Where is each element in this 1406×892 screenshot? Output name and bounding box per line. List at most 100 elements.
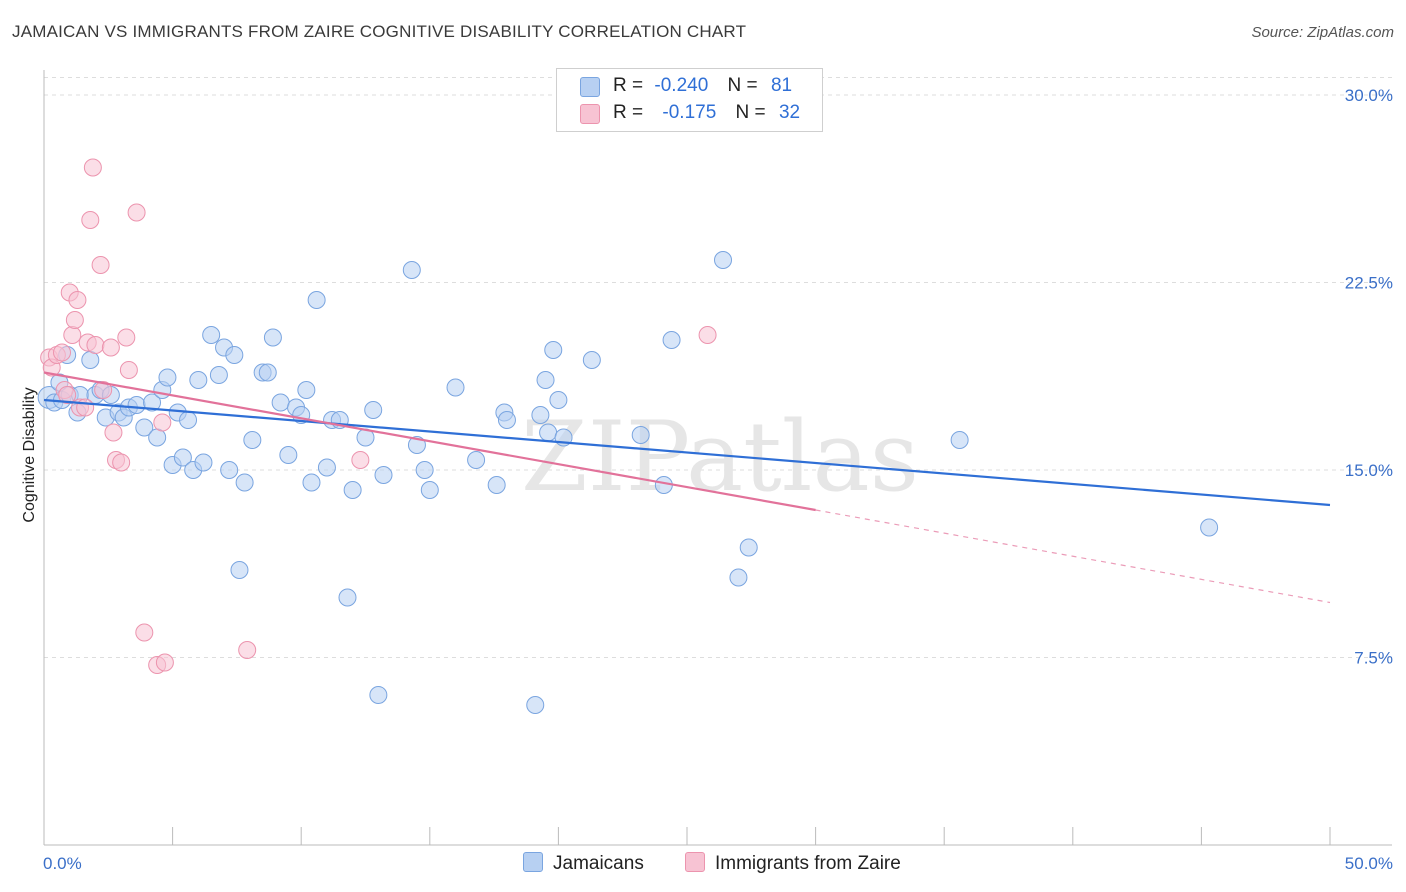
jamaican-point [225, 346, 244, 364]
trend-lines [43, 371, 1331, 604]
legend-n-label: N = [727, 75, 758, 96]
jamaican-point [220, 461, 239, 479]
jamaican-point [343, 481, 362, 499]
legend-r-value: -0.175 [662, 102, 717, 123]
zaire-point [65, 311, 84, 329]
jamaican-point [549, 391, 568, 409]
bottom-legend-zaire-label: Immigrants from Zaire [715, 853, 901, 874]
jamaican-point [531, 406, 550, 424]
jamaican-point [173, 448, 192, 467]
jamaican-point [158, 368, 177, 387]
zaire-point [153, 413, 172, 432]
legend-r-label: R = [613, 75, 644, 96]
jamaican-point [950, 431, 969, 449]
jamaican-point [148, 428, 167, 447]
zaire-point [104, 423, 123, 442]
jamaican-point [317, 458, 336, 477]
legend-r-label: R = [613, 102, 644, 123]
chart-source: Source: ZipAtlas.com [1251, 24, 1394, 41]
zaire-trend-line [43, 371, 816, 512]
legend-n-value: 81 [770, 75, 793, 96]
jamaican-point [202, 326, 221, 344]
jamaican-point [539, 423, 558, 442]
jamaican-point [235, 473, 254, 492]
jamaican-point [536, 371, 555, 389]
legend-r-value: -0.240 [654, 75, 709, 96]
jamaican-point [467, 451, 486, 469]
x-tick-label: 0.0% [43, 854, 82, 873]
zaire-point [53, 343, 72, 362]
y-tick-label: 30.0% [1345, 86, 1393, 105]
jamaican-point [1200, 518, 1219, 537]
watermark: ZIPatlas [521, 401, 919, 513]
zaire-point [76, 398, 95, 417]
jamaican-point [263, 328, 282, 347]
jamaican-point [415, 461, 434, 479]
jamaican-point [420, 481, 439, 499]
jamaican-point [230, 561, 249, 579]
jamaican-point [729, 568, 748, 587]
jamaican-point [374, 466, 393, 484]
jamaican-point [81, 351, 100, 369]
zaire-point [58, 386, 77, 404]
legend-swatch-pink [580, 104, 600, 124]
zaire-points [40, 158, 717, 674]
jamaican-point [582, 351, 601, 369]
zaire-point [86, 336, 105, 354]
zaire-point [112, 453, 131, 472]
zaire-point [127, 203, 146, 222]
jamaican-point [364, 401, 383, 419]
jamaican-point [487, 476, 506, 494]
jamaican-point [526, 696, 545, 714]
tick-labels: 7.5% 15.0% 22.5% 30.0% 0.0% 50.0% [43, 86, 1393, 873]
jamaican-point [402, 261, 421, 279]
zaire-point [238, 641, 257, 659]
zaire-point [155, 653, 174, 672]
jamaican-point [307, 291, 326, 309]
jamaican-point [544, 341, 563, 359]
zaire-point [83, 158, 102, 177]
jamaican-point [739, 538, 758, 557]
zaire-point [94, 381, 113, 399]
zaire-point [135, 623, 154, 642]
jamaican-point [662, 331, 681, 349]
jamaican-point [297, 381, 316, 399]
legend-swatch-blue [523, 852, 543, 872]
y-tick-label: 15.0% [1345, 461, 1393, 480]
legend-n-label: N = [735, 102, 766, 123]
jamaican-point [338, 588, 357, 607]
legend-n-value: 32 [778, 102, 801, 123]
jamaican-point [302, 473, 321, 492]
jamaican-point [243, 431, 262, 449]
zaire-point [81, 211, 100, 229]
y-axis-label: Cognitive Disability [21, 387, 38, 522]
bottom-legend-zaire: Immigrants from Zaire [685, 852, 901, 875]
zaire-point [68, 291, 87, 309]
bottom-legend-jamaicans-label: Jamaicans [553, 853, 644, 874]
x-tick-label: 50.0% [1345, 854, 1393, 873]
jamaican-point [209, 366, 228, 384]
zaire-point [351, 451, 370, 469]
jamaican-point [497, 411, 516, 429]
zaire-point [117, 328, 136, 347]
jamaican-point [714, 251, 733, 269]
jamaican-point [258, 363, 277, 382]
legend-swatch-blue [580, 77, 600, 97]
legend-swatch-pink [685, 852, 705, 872]
y-tick-label: 22.5% [1345, 274, 1393, 293]
chart-title: JAMAICAN VS IMMIGRANTS FROM ZAIRE COGNIT… [12, 22, 747, 41]
jamaicans-trend-line [43, 398, 1331, 507]
axes [43, 70, 1392, 846]
jamaican-point [189, 371, 208, 389]
zaire-point [101, 338, 120, 357]
jamaican-point [194, 453, 213, 472]
zaire-point [63, 326, 82, 344]
jamaican-point [127, 396, 146, 414]
jamaican-point [179, 411, 198, 429]
zaire-trend-extension [815, 509, 1331, 604]
bottom-legend-jamaicans: Jamaicans [523, 852, 644, 875]
stats-legend: R = -0.240 N = 81 R = -0.175 N = 32 [556, 68, 823, 132]
jamaican-point [135, 418, 154, 437]
jamaican-point [143, 393, 162, 412]
